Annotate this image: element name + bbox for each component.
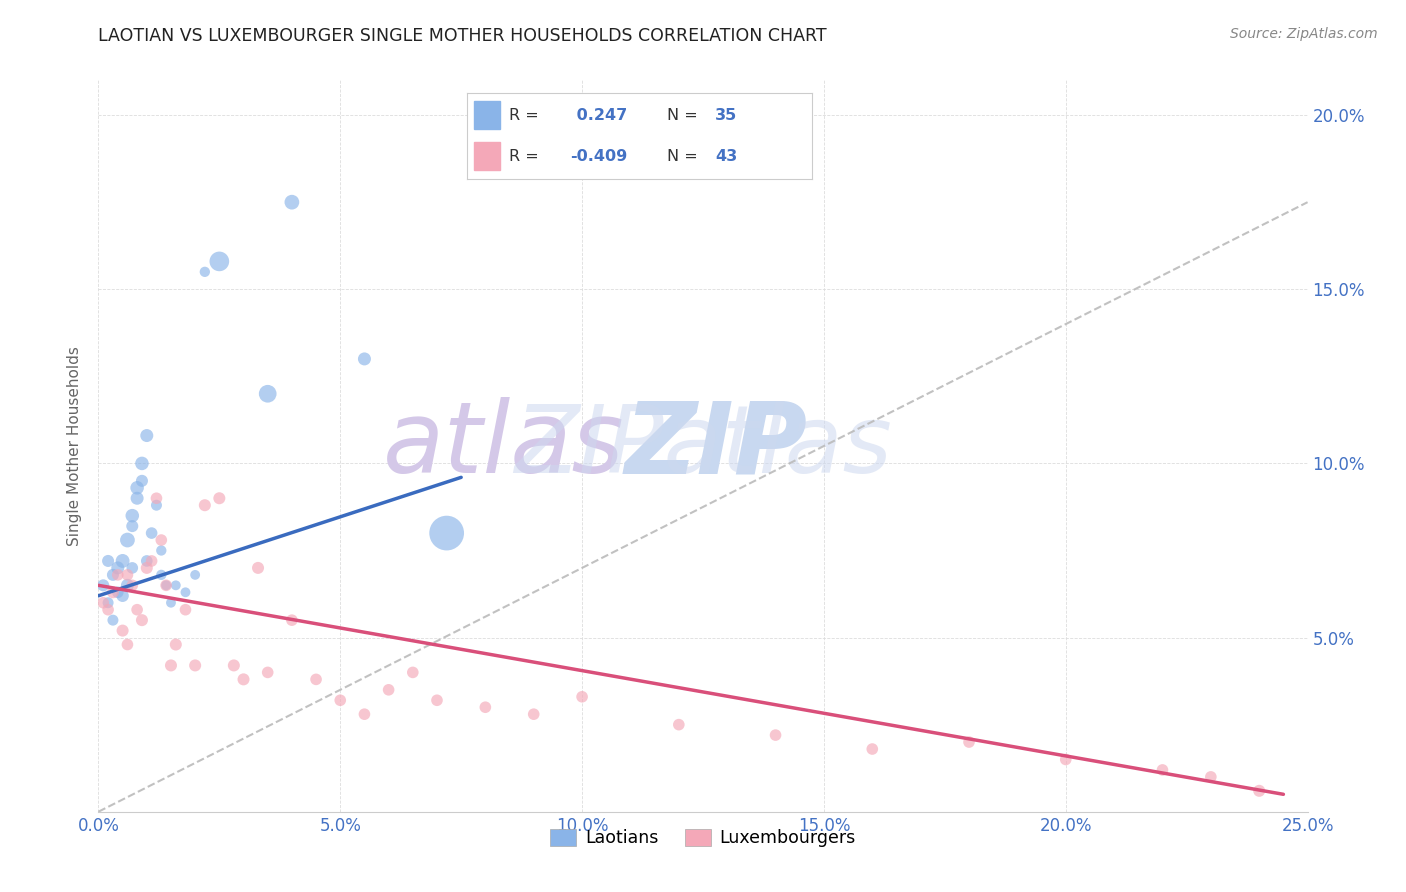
Point — [135, 554, 157, 568]
Point — [174, 603, 197, 617]
Point — [247, 561, 270, 575]
Point — [135, 428, 157, 442]
Point — [305, 673, 328, 687]
Point — [141, 554, 163, 568]
Point — [97, 554, 120, 568]
Legend: Laotians, Luxembourgers: Laotians, Luxembourgers — [544, 822, 862, 855]
Point — [353, 707, 375, 722]
Point — [256, 665, 278, 680]
Point — [111, 589, 134, 603]
Point — [91, 578, 114, 592]
Point — [111, 624, 134, 638]
Point — [101, 613, 124, 627]
Point — [127, 603, 149, 617]
Point — [174, 585, 197, 599]
Point — [426, 693, 449, 707]
Point — [97, 596, 120, 610]
Point — [101, 585, 124, 599]
Point — [194, 498, 217, 512]
Point — [135, 561, 157, 575]
Point — [121, 508, 143, 523]
Point — [117, 578, 139, 592]
Point — [860, 742, 883, 756]
Point — [127, 481, 149, 495]
Point — [131, 613, 153, 627]
Point — [121, 519, 143, 533]
Point — [141, 526, 163, 541]
Point — [377, 682, 399, 697]
Point — [111, 554, 134, 568]
Point — [127, 491, 149, 506]
Point — [281, 195, 304, 210]
Point — [150, 533, 173, 547]
Point — [150, 567, 173, 582]
Point — [91, 596, 114, 610]
Point — [131, 474, 153, 488]
Point — [107, 561, 129, 575]
Point — [474, 700, 496, 714]
Point — [402, 665, 425, 680]
Point — [160, 596, 183, 610]
Text: ZIPatlas: ZIPatlas — [515, 401, 891, 491]
Point — [155, 578, 177, 592]
Point — [222, 658, 245, 673]
Point — [121, 578, 143, 592]
Point — [145, 491, 167, 506]
Point — [523, 707, 546, 722]
Point — [97, 603, 120, 617]
Point — [194, 265, 217, 279]
Point — [160, 658, 183, 673]
Text: ZIP: ZIP — [624, 398, 807, 494]
Point — [329, 693, 352, 707]
Point — [150, 543, 173, 558]
Point — [155, 578, 177, 592]
Point — [353, 351, 375, 366]
Point — [117, 533, 139, 547]
Point — [1249, 784, 1271, 798]
Point — [232, 673, 254, 687]
Point — [117, 567, 139, 582]
Point — [1199, 770, 1222, 784]
Point — [145, 498, 167, 512]
Point — [571, 690, 593, 704]
Point — [101, 567, 124, 582]
Point — [957, 735, 980, 749]
Point — [208, 254, 231, 268]
Point — [1152, 763, 1174, 777]
Point — [107, 567, 129, 582]
Point — [668, 717, 690, 731]
Point — [117, 638, 139, 652]
Point — [256, 386, 278, 401]
Point — [208, 491, 231, 506]
Point — [184, 567, 207, 582]
Text: Source: ZipAtlas.com: Source: ZipAtlas.com — [1230, 27, 1378, 41]
Point — [436, 526, 458, 541]
Point — [165, 638, 187, 652]
Point — [121, 561, 143, 575]
Text: LAOTIAN VS LUXEMBOURGER SINGLE MOTHER HOUSEHOLDS CORRELATION CHART: LAOTIAN VS LUXEMBOURGER SINGLE MOTHER HO… — [98, 27, 827, 45]
Text: atlas: atlas — [382, 398, 624, 494]
Y-axis label: Single Mother Households: Single Mother Households — [66, 346, 82, 546]
Point — [1054, 752, 1077, 766]
Point — [281, 613, 304, 627]
Point — [107, 585, 129, 599]
Point — [131, 457, 153, 471]
Point — [165, 578, 187, 592]
Point — [184, 658, 207, 673]
Point — [765, 728, 787, 742]
